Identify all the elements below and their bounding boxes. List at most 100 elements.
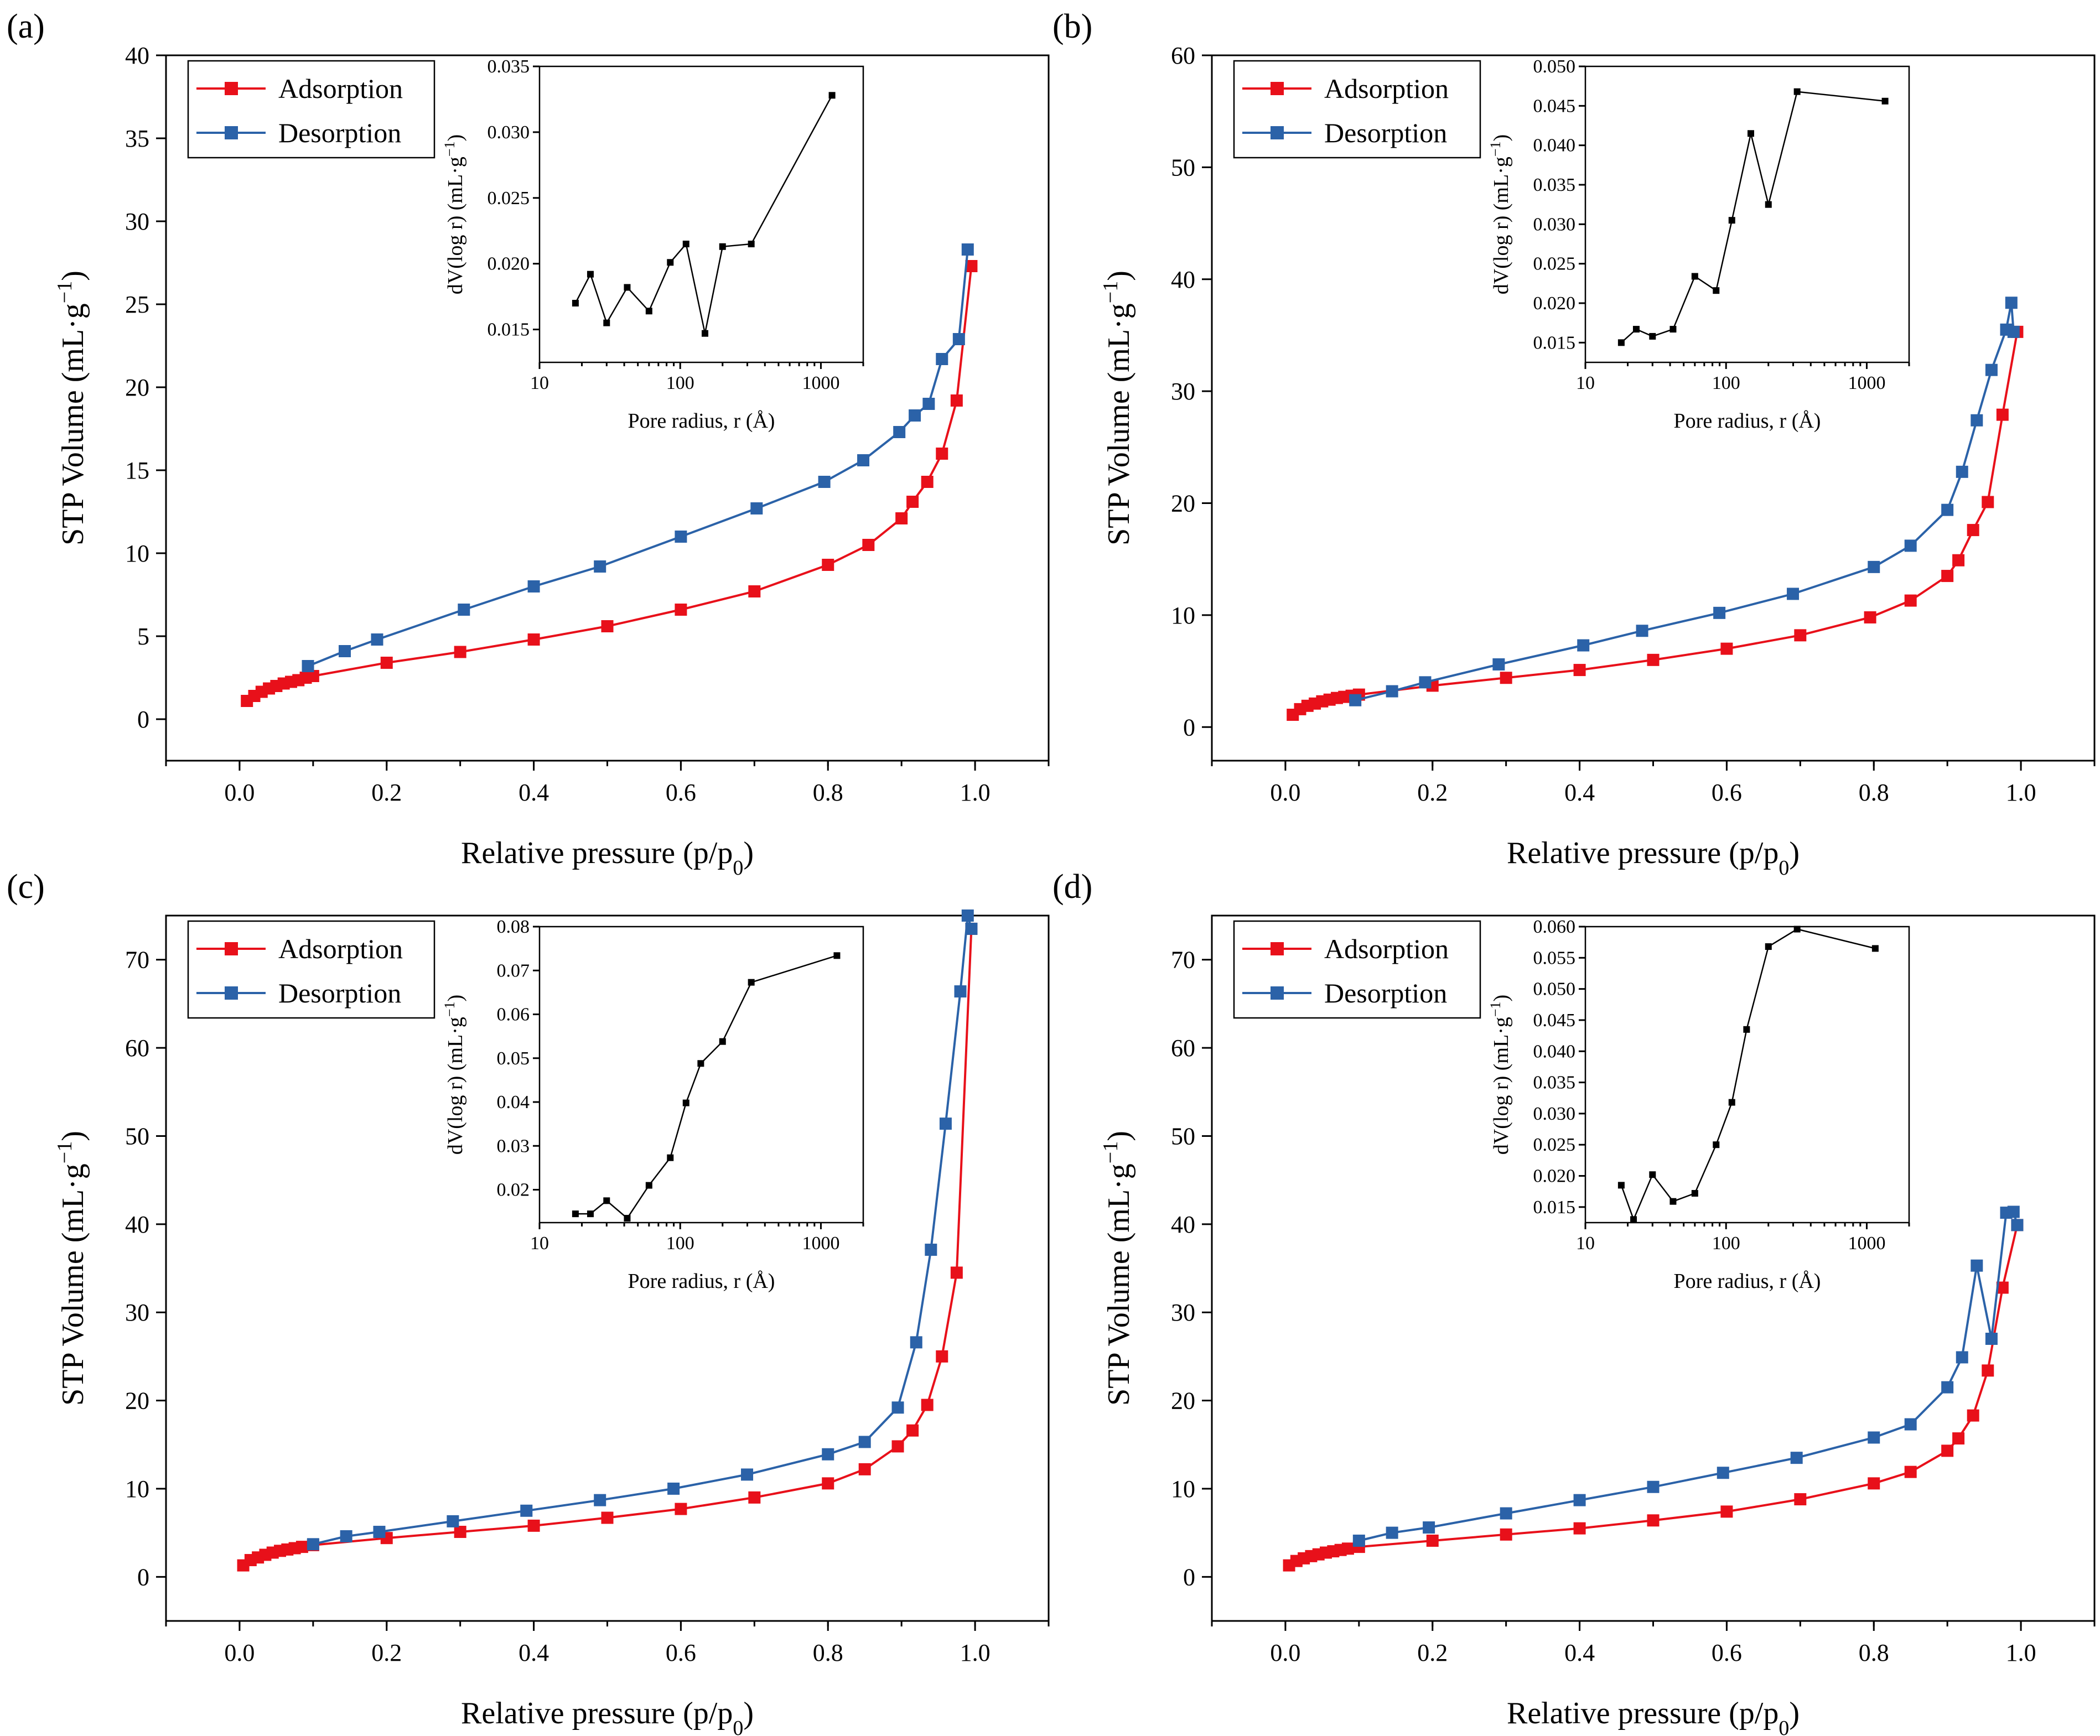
data-point	[748, 585, 761, 597]
x-axis-title-subscript: 0	[733, 856, 743, 880]
data-point	[893, 426, 906, 438]
x-tick-label: 0.4	[518, 1639, 549, 1666]
inset-x-tick-label: 100	[666, 1233, 694, 1254]
inset-chart: 10 100 1000 0.015 0.020 0.025 0.030 0.035 0.040 0…	[1487, 917, 1910, 1293]
data-point	[601, 620, 614, 632]
y-tick-label: 30	[125, 1299, 149, 1326]
inset-x-tick-label: 10	[1576, 373, 1595, 393]
x-axis-title: Relative pressure (p/p0)	[1507, 1696, 1800, 1736]
inset-data-point	[1669, 1198, 1677, 1205]
data-point	[1577, 639, 1590, 652]
inset-y-tick-label: 0.035	[1533, 1073, 1576, 1093]
legend-marker	[1271, 942, 1284, 955]
y-axis-title: STP Volume (mL·g−1)	[53, 1131, 90, 1406]
legend-box	[187, 60, 435, 159]
panel-label: (a)	[7, 8, 45, 45]
x-axis-title: Relative pressure (p/p0)	[461, 1696, 754, 1736]
inset-data-point	[1632, 326, 1640, 333]
y-axis-title-superscript: −1	[1099, 281, 1122, 303]
x-tick-label: 0.2	[1417, 1639, 1448, 1666]
data-point	[1787, 588, 1800, 600]
data-point	[857, 454, 870, 466]
data-point	[2011, 1219, 2024, 1231]
y-tick-label: 40	[125, 1211, 149, 1238]
data-point	[910, 1336, 922, 1349]
inset-data-point	[719, 243, 726, 250]
inset-data-point	[1871, 945, 1879, 952]
legend: Adsorption Desorption	[187, 60, 435, 159]
data-point	[1868, 1431, 1880, 1444]
x-tick-label: 0.0	[1270, 779, 1300, 806]
data-point	[906, 1424, 919, 1437]
data-point	[906, 496, 919, 508]
legend-label: Desorption	[278, 978, 401, 1009]
inset-x-tick-label: 100	[1712, 1233, 1740, 1254]
data-point	[458, 604, 470, 616]
data-point	[822, 1448, 834, 1460]
y-tick-label: 30	[1171, 378, 1195, 405]
inset-data-point	[682, 241, 689, 247]
inset-data-point	[1713, 287, 1720, 294]
chart-panel: (d) 0.0 0.2 0.4 0.6 0.8 1.0 0 10 20 30 40 50 60 70 Rela…	[1052, 868, 2096, 1736]
inset-x-tick-label: 10	[1576, 1233, 1595, 1254]
data-point	[950, 394, 963, 407]
data-point	[295, 1541, 308, 1553]
x-axis-title-subscript: 0	[1778, 856, 1789, 880]
data-point	[1941, 1444, 1954, 1457]
x-tick-label: 0.6	[1712, 1639, 1742, 1666]
y-tick-label: 60	[1171, 42, 1195, 69]
inset-y-tick-label: 0.015	[1533, 1197, 1576, 1218]
inset-y-tick-label: 0.015	[488, 320, 530, 340]
data-point	[1636, 625, 1648, 637]
inset-data-point	[1881, 97, 1889, 105]
data-point	[909, 409, 921, 422]
inset-data-point	[828, 92, 836, 99]
inset-data-point	[603, 319, 610, 326]
panel-label: (b)	[1052, 8, 1092, 45]
y-tick-label: 0	[137, 706, 149, 733]
inset-data-point	[682, 1099, 689, 1106]
data-point	[338, 645, 351, 657]
inset-x-tick-label: 1000	[802, 1233, 839, 1254]
inset-y-tick-label: 0.060	[1533, 917, 1576, 937]
y-tick-label: 15	[125, 457, 149, 484]
inset-y-axis-title-superscript: −1	[1487, 141, 1503, 157]
legend-marker	[225, 942, 238, 955]
inset-y-tick-label: 0.025	[1533, 1135, 1576, 1155]
data-point	[1952, 554, 1965, 566]
inset-y-tick-label: 0.015	[1533, 332, 1576, 353]
data-point	[1720, 642, 1733, 655]
y-tick-label: 40	[1171, 1211, 1195, 1238]
legend-marker	[1271, 126, 1284, 139]
inset-data-point	[748, 979, 755, 986]
y-tick-label: 20	[1171, 1387, 1195, 1415]
data-point	[1794, 629, 1807, 642]
inset-chart: 10 100 1000 0.015 0.020 0.025 0.030 0.035 Pore r…	[442, 56, 864, 433]
inset-y-tick-label: 0.04	[497, 1092, 530, 1113]
inset-y-tick-label: 0.050	[1533, 979, 1576, 1000]
data-point	[921, 476, 934, 488]
data-point	[2007, 1205, 2020, 1218]
data-point	[1386, 685, 1398, 698]
y-axis-title: STP Volume (mL·g−1)	[1099, 271, 1136, 545]
data-point	[936, 353, 948, 365]
inset-data-point	[1691, 1190, 1698, 1197]
data-point	[371, 633, 383, 646]
y-tick-label: 60	[1171, 1035, 1195, 1062]
data-point	[891, 1440, 904, 1453]
data-point	[1794, 1493, 1807, 1506]
data-point	[1941, 570, 1954, 583]
x-axis-title-subscript: 0	[1778, 1717, 1789, 1736]
inset-x-tick-label: 10	[530, 373, 549, 393]
chart-panel: (a) 0.0 0.2 0.4 0.6 0.8 1.0 0 5 10 15 20 25 30 35 40 Rel…	[7, 8, 1050, 880]
y-tick-label: 10	[1171, 1475, 1195, 1503]
x-tick-label: 0.2	[371, 1639, 402, 1666]
data-point	[965, 922, 978, 935]
data-point	[1341, 1542, 1354, 1555]
data-point	[1573, 664, 1586, 677]
inset-y-tick-label: 0.045	[1533, 96, 1576, 116]
inset-y-tick-label: 0.040	[1533, 136, 1576, 156]
y-tick-label: 10	[1171, 602, 1195, 629]
inset-y-axis-title: dV(log r) (mL·g−1)	[1487, 995, 1513, 1155]
legend-marker	[1271, 986, 1284, 1000]
